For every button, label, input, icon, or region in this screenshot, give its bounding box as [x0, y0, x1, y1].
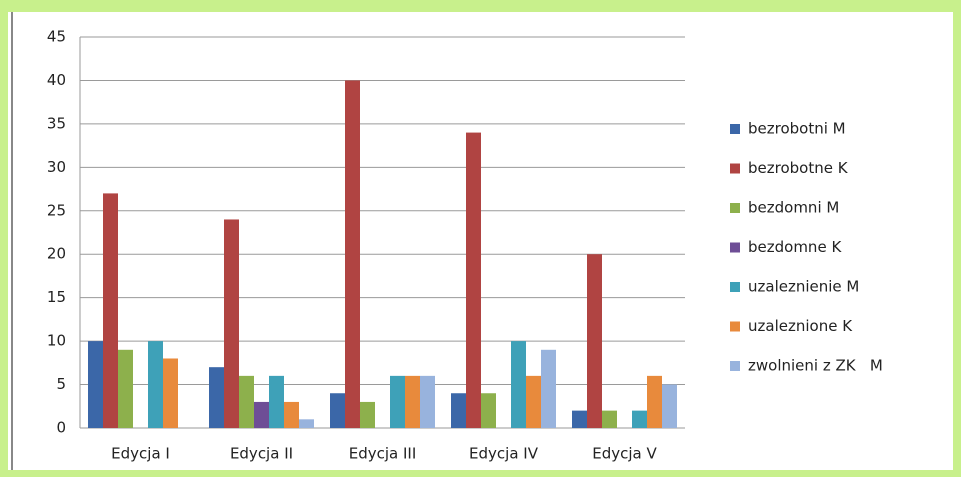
legend-label: bezrobotni M — [748, 120, 846, 138]
x-tick-label: Edycja I — [111, 445, 170, 463]
legend-swatch — [730, 124, 740, 134]
y-tick-label: 0 — [56, 419, 66, 437]
legend-swatch — [730, 203, 740, 213]
y-tick-label: 25 — [47, 201, 66, 219]
y-tick-label: 40 — [47, 71, 66, 89]
legend-label: uzaleznione K — [748, 317, 853, 335]
y-tick-label: 10 — [47, 332, 66, 350]
bar — [118, 349, 133, 428]
bar — [541, 349, 556, 428]
bar — [511, 341, 526, 428]
x-tick-label: Edycja III — [349, 445, 417, 463]
bar — [284, 401, 299, 428]
legend-label: uzaleznienie M — [748, 278, 859, 296]
bar — [451, 393, 466, 428]
bar — [345, 80, 360, 428]
bar — [526, 375, 541, 428]
bar — [405, 375, 420, 428]
x-tick-label: Edycja V — [592, 445, 657, 463]
bar — [163, 358, 178, 428]
legend-swatch — [730, 242, 740, 253]
bar — [209, 367, 224, 428]
y-tick-label: 35 — [47, 114, 66, 132]
bar — [466, 132, 481, 429]
bar — [299, 419, 314, 428]
bar — [602, 410, 617, 428]
bar — [420, 375, 435, 428]
legend-label: bezdomne K — [748, 238, 842, 256]
y-tick-label: 15 — [47, 288, 66, 306]
bar — [239, 375, 254, 428]
x-tick-label: Edycja II — [230, 445, 293, 463]
legend-swatch — [730, 321, 740, 332]
bar — [572, 410, 587, 428]
bar — [360, 401, 375, 428]
legend-label: bezrobotne K — [748, 159, 849, 177]
legend-label: bezdomni M — [748, 199, 839, 217]
bar — [88, 341, 103, 428]
y-tick-label: 20 — [47, 245, 66, 263]
y-tick-label: 45 — [47, 28, 66, 46]
bar — [103, 193, 118, 428]
bar — [632, 410, 647, 428]
legend-swatch — [730, 282, 740, 292]
x-tick-label: Edycja IV — [469, 445, 539, 463]
bar — [481, 393, 496, 428]
bar — [269, 375, 284, 428]
bar — [662, 384, 677, 428]
bar — [330, 393, 345, 428]
bar — [254, 401, 269, 428]
legend-swatch — [730, 163, 740, 174]
y-tick-label: 30 — [47, 158, 66, 176]
legend-label: zwolnieni z ZK M — [748, 357, 883, 375]
bar — [224, 219, 239, 428]
y-tick-label: 5 — [56, 375, 66, 393]
bar — [647, 375, 662, 428]
bar — [390, 375, 405, 428]
bar — [148, 341, 163, 428]
legend-swatch — [730, 361, 740, 371]
bar — [587, 254, 602, 428]
